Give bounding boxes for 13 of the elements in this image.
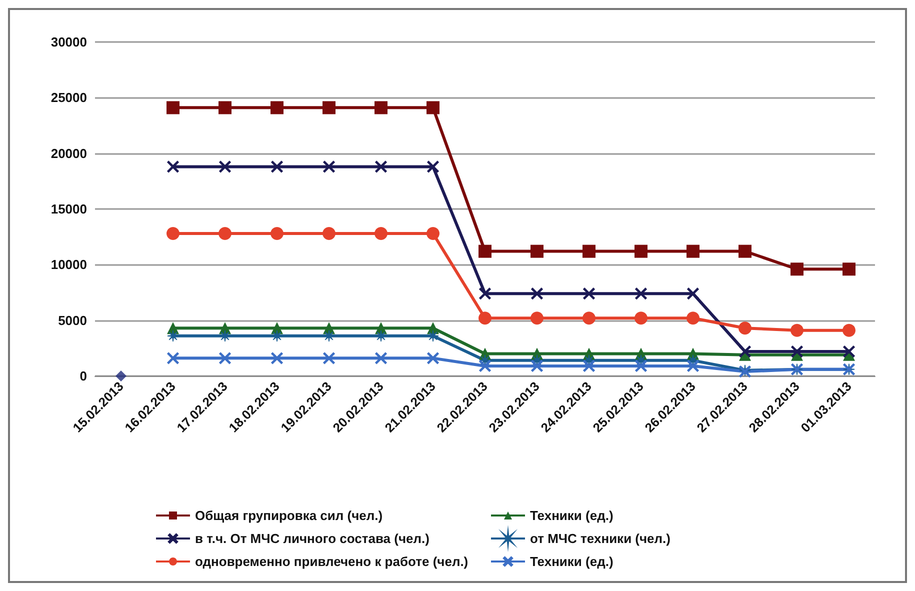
- y-tick-label: 10000: [50, 257, 87, 272]
- legend-label: Общая групировка сил (чел.): [195, 508, 383, 523]
- y-tick-label: 5000: [58, 312, 87, 328]
- y-tick-label: 25000: [50, 90, 87, 106]
- legend-label: в т.ч. От МЧС личного состава (чел.): [195, 531, 430, 546]
- legend-label: Техники (ед.): [530, 554, 614, 569]
- legend-label: одновременно привлечено к работе (чел.): [195, 554, 468, 569]
- legend-label: Техники (ед.): [530, 508, 614, 523]
- y-tick-label: 20000: [50, 146, 87, 161]
- y-tick-label: 15000: [50, 202, 87, 216]
- legend-label: от МЧС техники (чел.): [530, 531, 670, 546]
- y-tick-label: 0: [80, 368, 87, 384]
- y-tick-label: 30000: [50, 34, 87, 50]
